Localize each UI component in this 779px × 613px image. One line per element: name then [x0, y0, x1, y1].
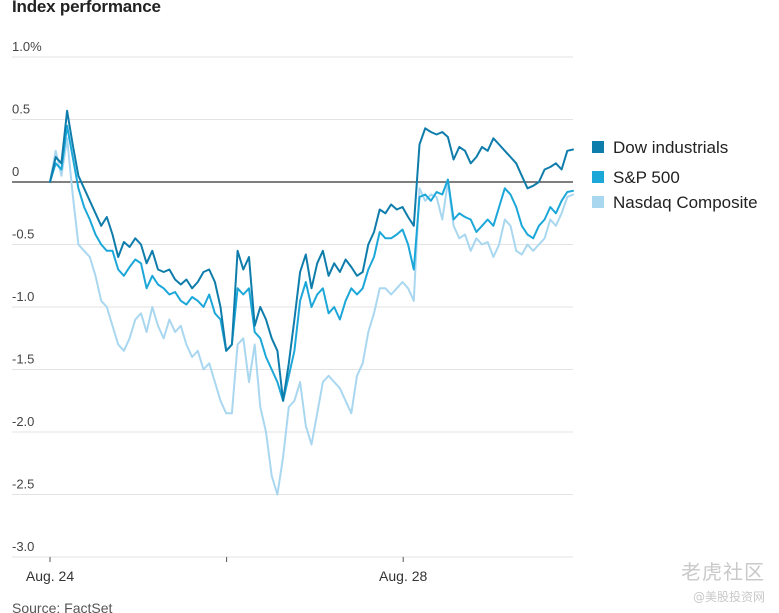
y-tick-label: -3.0 — [12, 539, 34, 554]
x-axis: Aug. 24 Aug. 28 — [26, 557, 428, 584]
watermark-logo-text: 老虎社区 — [681, 560, 765, 584]
legend-label-dow-industrials: Dow industrials — [613, 138, 728, 157]
legend-swatch-nasdaq-composite — [592, 196, 604, 208]
legend-swatch-s-p-500 — [592, 171, 604, 183]
y-tick-label: 0.5 — [12, 102, 30, 117]
y-tick-label: 1.0% — [12, 39, 42, 54]
watermark-sub-text: @美股投资网 — [692, 590, 765, 604]
series-lines — [49, 109, 574, 496]
series-line-nasdaq-composite — [49, 137, 574, 496]
y-tick-label: -1.5 — [12, 352, 34, 367]
series-line-s-p-500 — [49, 124, 574, 402]
y-tick-label: -2.0 — [12, 414, 34, 429]
y-tick-label: -2.5 — [12, 477, 34, 492]
y-tick-label: 0 — [12, 164, 19, 179]
x-tick-label: Aug. 28 — [379, 568, 427, 584]
legend-swatch-dow-industrials — [592, 141, 604, 153]
chart-title: Index performance — [12, 0, 161, 16]
y-tick-label: -1.0 — [12, 289, 34, 304]
source-note: Source: FactSet — [12, 600, 113, 613]
legend: Dow industrials S&P 500 Nasdaq Composite — [592, 138, 758, 212]
x-tick-label: Aug. 24 — [26, 568, 74, 584]
legend-label-nasdaq-composite: Nasdaq Composite — [613, 193, 758, 212]
y-tick-label: -0.5 — [12, 227, 34, 242]
series-line-dow-industrials — [49, 109, 574, 402]
y-axis-tick-labels: 1.0% 0.5 0 -0.5 -1.0 -1.5 -2.0 -2.5 -3.0 — [12, 39, 42, 554]
gridlines — [12, 56, 573, 558]
legend-label-s-p-500: S&P 500 — [613, 168, 680, 187]
watermark: 老虎社区 @美股投资网 — [681, 556, 765, 605]
